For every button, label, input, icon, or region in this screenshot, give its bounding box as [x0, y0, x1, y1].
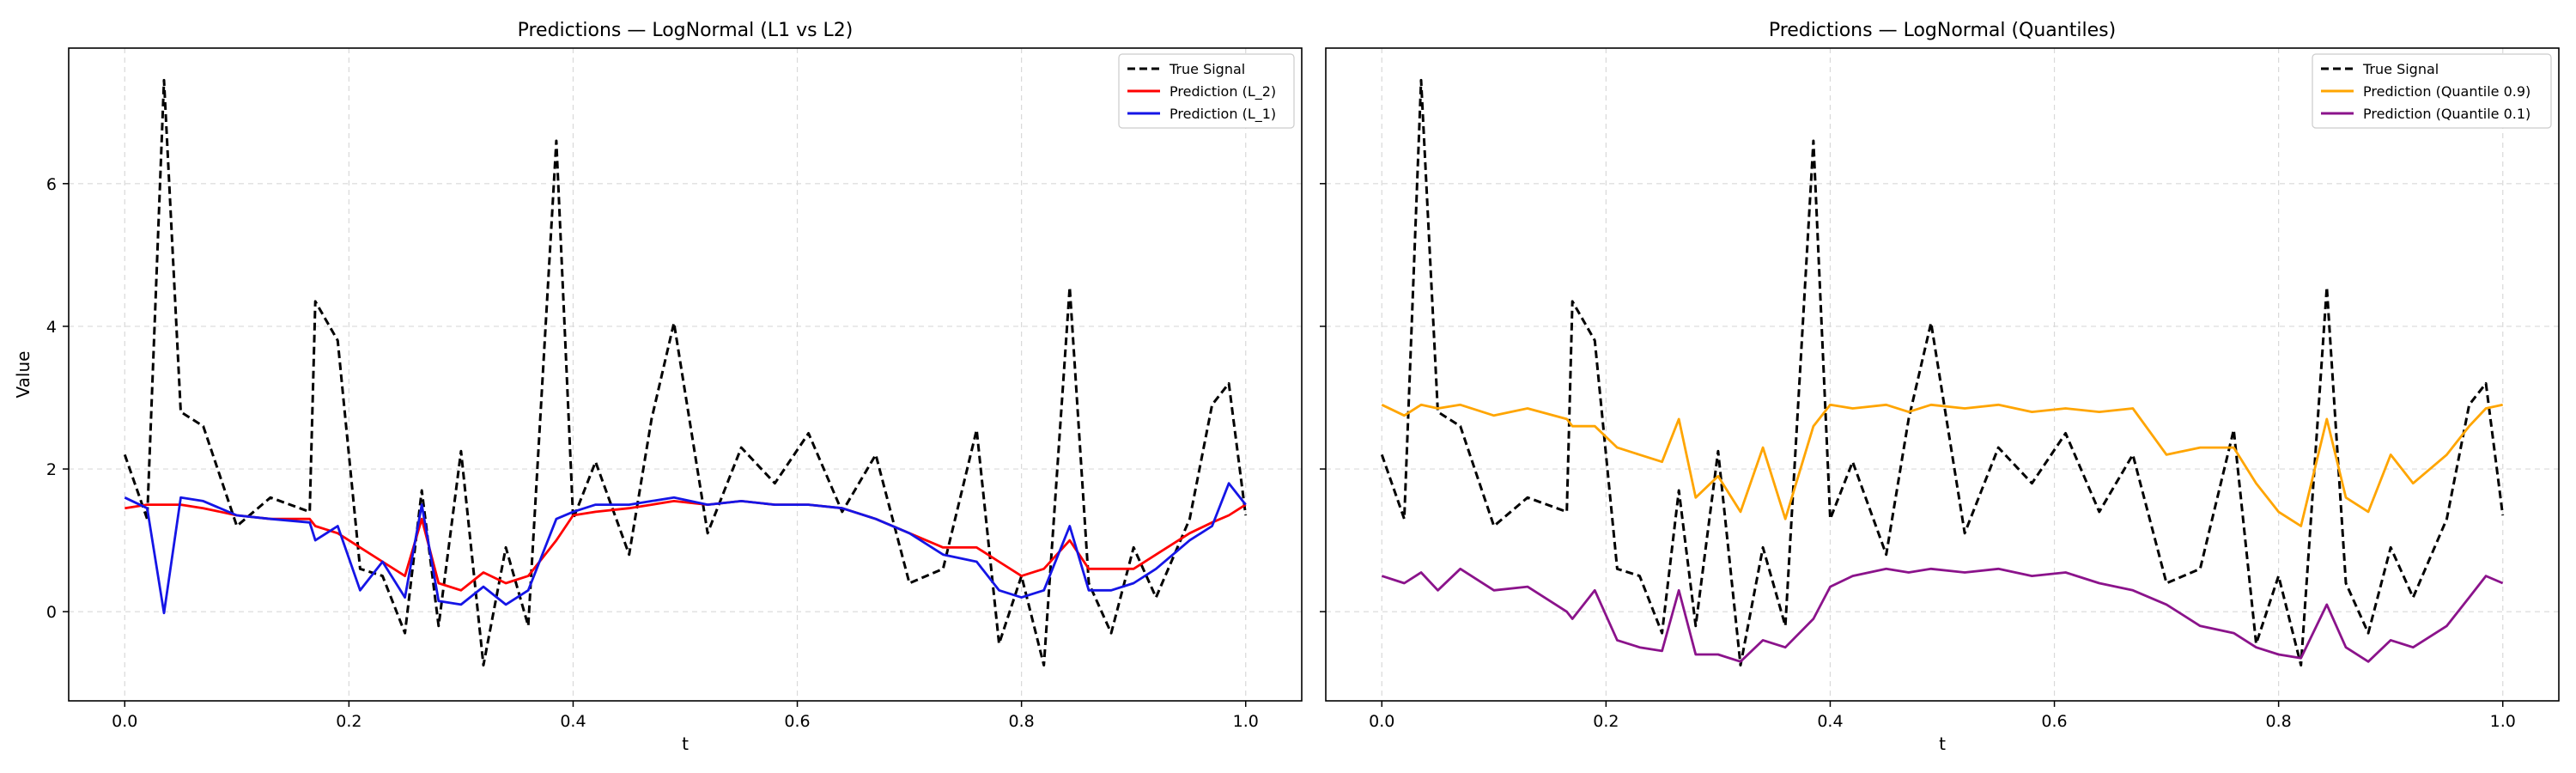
right-x-tick-label-4: 0.8: [2266, 712, 2292, 731]
left-x-tick-label-4: 0.8: [1009, 712, 1035, 731]
left-chart-panel: Predictions — LogNormal (L1 vs L2) 0.0 0.…: [13, 20, 1303, 754]
right-legend-label-true-signal: True Signal: [2362, 61, 2439, 77]
right-x-tick-label-2: 0.4: [1817, 712, 1843, 731]
left-legend-label-prediction-l2: Prediction (L_2): [1170, 83, 1276, 100]
left-y-tick-label-3: 6: [46, 175, 57, 194]
left-x-axis-label: t: [682, 733, 689, 754]
right-series-line-true-signal: [1380, 78, 2505, 666]
left-y-tick-label-0: 0: [46, 603, 57, 622]
left-x-tick-label-3: 0.6: [784, 712, 810, 731]
left-y-tick-label-1: 2: [46, 460, 57, 479]
left-legend: True Signal Prediction (L_2) Prediction …: [1118, 53, 1295, 129]
left-legend-label-true-signal: True Signal: [1169, 61, 1245, 77]
left-x-tick-label-2: 0.4: [560, 712, 586, 731]
left-y-axis-label: Value: [13, 351, 33, 399]
right-legend-box: [2312, 53, 2552, 129]
right-x-tick-label-1: 0.2: [1593, 712, 1619, 731]
right-series-line-prediction-quantile-0-1: [1381, 567, 2504, 663]
left-x-tick-label-0: 0.0: [112, 712, 137, 731]
left-x-tick-label-1: 0.2: [336, 712, 361, 731]
left-series-line-prediction-l-1: [124, 482, 1247, 615]
left-legend-box: [1118, 53, 1295, 129]
left-y-tick-label-2: 4: [46, 318, 57, 337]
left-plot-area: [68, 47, 1303, 702]
right-legend-label-quantile-09: Prediction (Quantile 0.9): [2363, 83, 2530, 100]
right-x-tick-label-3: 0.6: [2041, 712, 2067, 731]
left-legend-label-prediction-l1: Prediction (L_1): [1170, 106, 1276, 123]
right-x-axis-label: t: [1939, 733, 1946, 754]
right-plot-area: [1325, 47, 2560, 702]
left-chart-title: Predictions — LogNormal (L1 vs L2): [518, 20, 854, 41]
right-x-tick-label-0: 0.0: [1369, 712, 1394, 731]
left-series-line-true-signal: [123, 78, 1248, 666]
right-chart-panel: Predictions — LogNormal (Quantiles) 0.0 0…: [1320, 20, 2560, 754]
right-chart-title: Predictions — LogNormal (Quantiles): [1769, 20, 2116, 41]
left-series-line-prediction-l-2: [125, 500, 1247, 592]
left-x-tick-label-5: 1.0: [1233, 712, 1259, 731]
right-legend: True Signal Prediction (Quantile 0.9) Pr…: [2312, 53, 2552, 129]
right-series-line-prediction-quantile-0-9: [1381, 403, 2503, 527]
right-legend-label-quantile-01: Prediction (Quantile 0.1): [2363, 106, 2530, 122]
right-x-tick-label-5: 1.0: [2490, 712, 2516, 731]
